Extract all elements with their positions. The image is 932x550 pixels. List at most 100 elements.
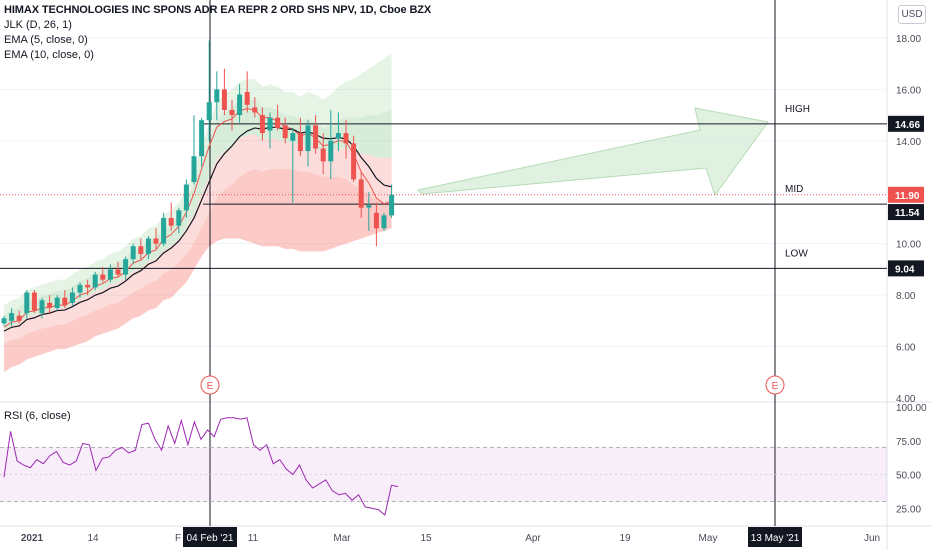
candle-body: [237, 94, 243, 116]
candle-body: [389, 194, 395, 216]
time-tick-label: Mar: [333, 533, 351, 544]
time-tick-label: Jun: [864, 533, 880, 544]
jlk-lower-outer-band: [4, 169, 392, 373]
candle: [47, 295, 53, 314]
candle: [328, 109, 334, 180]
candle-body: [259, 115, 265, 134]
candle: [115, 261, 121, 278]
candle-body: [161, 217, 167, 244]
indicator-jlk-label[interactable]: JLK (D, 26, 1): [4, 19, 72, 31]
candle-body: [229, 109, 235, 116]
candle: [206, 40, 212, 141]
candle-body: [267, 117, 273, 131]
candle: [343, 120, 349, 159]
candle-body: [69, 292, 75, 303]
candle: [229, 99, 235, 131]
candle: [335, 112, 341, 152]
last-price-badge: 11.90: [888, 186, 924, 203]
candle-body: [39, 300, 45, 314]
candle: [100, 266, 106, 283]
candle-body: [290, 133, 296, 141]
candle-body: [313, 125, 319, 149]
time-tick-label: 2021: [21, 533, 44, 544]
candle: [351, 135, 357, 182]
candle: [290, 127, 296, 203]
candle: [214, 71, 220, 121]
rsi-tick-label: 100.00: [896, 403, 927, 414]
candle: [168, 202, 174, 231]
candle: [358, 171, 364, 218]
price-tick-label: 14.00: [896, 137, 921, 148]
level-label-low: LOW: [785, 248, 808, 259]
candle: [373, 202, 379, 247]
rsi-legend[interactable]: RSI (6, close): [4, 410, 71, 422]
rsi-tick-label: 75.00: [896, 437, 921, 448]
candle-body: [305, 125, 311, 152]
earnings-marker-text: E: [207, 381, 214, 392]
time-tick-label: 11: [248, 533, 259, 544]
chart-legend: HIMAX TECHNOLOGIES INC SPONS ADR EA REPR…: [4, 3, 431, 63]
candle-body: [244, 91, 250, 105]
jlk-lower-inner-band: [4, 134, 392, 344]
ema10-line: [3, 126, 392, 332]
earnings-marker-1[interactable]: E: [765, 375, 785, 395]
candle: [138, 238, 144, 260]
candle: [69, 287, 75, 306]
candle: [153, 228, 159, 249]
candle: [161, 212, 167, 247]
candle-body: [206, 102, 212, 121]
candle-body: [138, 246, 144, 254]
level-badge-high-bg: [888, 115, 924, 132]
candle: [381, 212, 387, 231]
candle-body: [16, 315, 22, 321]
candle: [252, 97, 258, 118]
crosshair-date-bg: [748, 527, 802, 547]
candle: [237, 84, 243, 123]
indicator-ema10-label[interactable]: EMA (10, close, 0): [4, 49, 94, 61]
price-tick-label: 16.00: [896, 85, 921, 96]
time-tick-label: F: [175, 533, 181, 544]
earnings-marker-circle: [200, 375, 220, 395]
candle: [199, 117, 205, 167]
candle: [221, 68, 227, 116]
rsi-tick-label: 25.00: [896, 504, 921, 515]
candle-body: [107, 269, 113, 280]
earnings-marker-circle: [765, 375, 785, 395]
indicator-ema5-label[interactable]: EMA (5, close, 0): [4, 34, 88, 46]
candle-body: [252, 107, 258, 113]
candle-body: [366, 205, 372, 208]
candle-body: [282, 125, 288, 139]
candle-body: [92, 274, 98, 288]
candle: [267, 112, 273, 149]
candle: [145, 235, 151, 260]
candle: [244, 71, 250, 113]
rsi-band: [0, 447, 887, 502]
candle: [92, 271, 98, 290]
level-label-mid: MID: [785, 184, 803, 195]
candle-body: [191, 156, 197, 182]
crosshair-date-badge-1: 13 May '21: [748, 527, 802, 547]
crosshair-date-bg: [183, 527, 237, 547]
candle-body: [373, 212, 379, 229]
currency-button[interactable]: USD: [898, 5, 926, 24]
candle: [366, 192, 372, 231]
price-tick-label: 6.00: [896, 343, 916, 354]
level-badge-low-text: 9.04: [895, 264, 915, 275]
earnings-marker-text: E: [772, 381, 779, 392]
level-badge-high-text: 14.66: [895, 120, 920, 131]
jlk-upper-outer-band: [4, 53, 392, 316]
candle: [107, 264, 113, 283]
candle-body: [85, 284, 91, 288]
level-badge-high: 14.66: [888, 115, 924, 132]
candle: [1, 315, 7, 326]
candle-body: [176, 210, 182, 226]
candle-body: [62, 297, 68, 306]
candle: [123, 256, 129, 280]
time-tick-label: 19: [619, 533, 631, 544]
candle-body: [335, 133, 341, 139]
candle-body: [275, 117, 281, 128]
candle: [54, 295, 60, 311]
earnings-marker-0[interactable]: E: [200, 375, 220, 395]
time-tick-label: 14: [87, 533, 99, 544]
